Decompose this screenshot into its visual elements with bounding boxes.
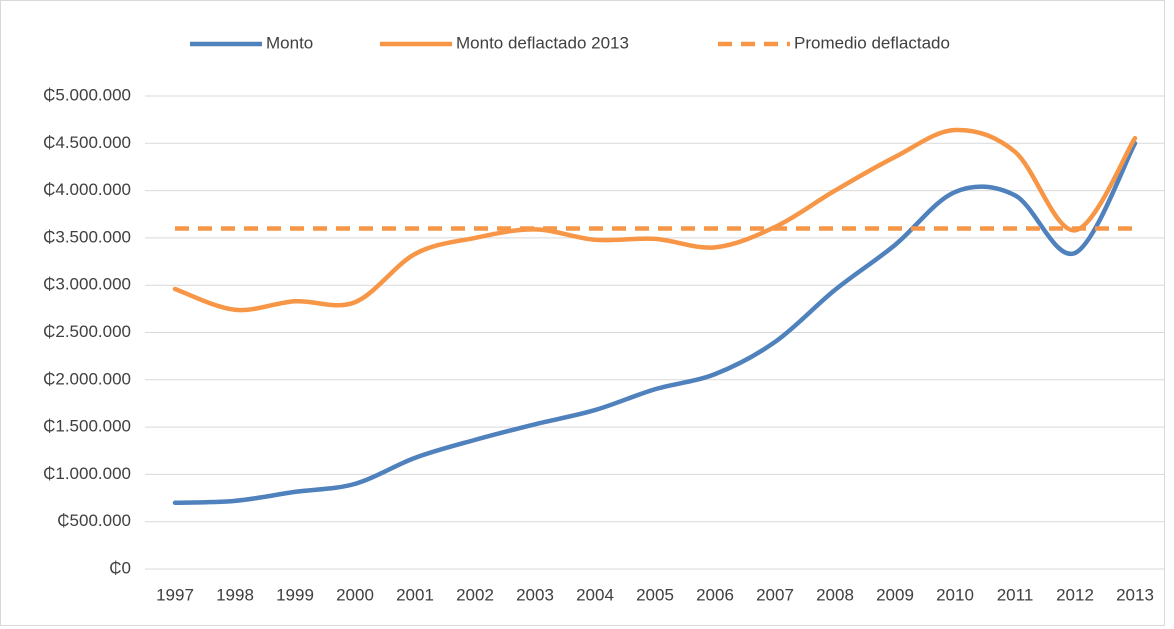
x-tick-label: 2005 (636, 585, 674, 604)
x-tick-label: 2006 (696, 585, 734, 604)
y-tick-label: ₵0 (109, 558, 131, 577)
x-tick-label: 2012 (1056, 585, 1094, 604)
legend-label: Promedio deflactado (794, 33, 950, 52)
x-tick-label: 1997 (156, 585, 194, 604)
x-tick-label: 2010 (936, 585, 974, 604)
x-tick-label: 2002 (456, 585, 494, 604)
legend-label: Monto deflactado 2013 (456, 33, 629, 52)
y-tick-label: ₵4.000.000 (43, 180, 131, 199)
series-line (172, 127, 1138, 313)
y-tick-label: ₵2.000.000 (43, 369, 131, 388)
x-tick-label: 2008 (816, 585, 854, 604)
series-line (172, 141, 1138, 506)
x-tick-label: 1998 (216, 585, 254, 604)
y-tick-label: ₵4.500.000 (43, 133, 131, 152)
x-tick-label: 1999 (276, 585, 314, 604)
x-tick-label: 2013 (1116, 585, 1154, 604)
x-tick-label: 2011 (997, 585, 1034, 604)
y-tick-label: ₵2.500.000 (43, 322, 131, 341)
x-tick-label: 2003 (516, 585, 554, 604)
x-tick-label: 2007 (756, 585, 794, 604)
y-tick-label: ₵5.000.000 (43, 85, 131, 104)
y-tick-label: ₵3.500.000 (43, 227, 131, 246)
x-tick-label: 2001 (396, 585, 434, 604)
x-tick-label: 2000 (336, 585, 374, 604)
x-tick-label: 2009 (876, 585, 914, 604)
legend-label: Monto (266, 33, 313, 52)
y-tick-label: ₵500.000 (57, 511, 131, 530)
x-tick-label: 2004 (576, 585, 614, 604)
y-tick-label: ₵3.000.000 (43, 275, 131, 294)
y-tick-label: ₵1.000.000 (43, 464, 131, 483)
y-tick-label: ₵1.500.000 (43, 417, 131, 436)
